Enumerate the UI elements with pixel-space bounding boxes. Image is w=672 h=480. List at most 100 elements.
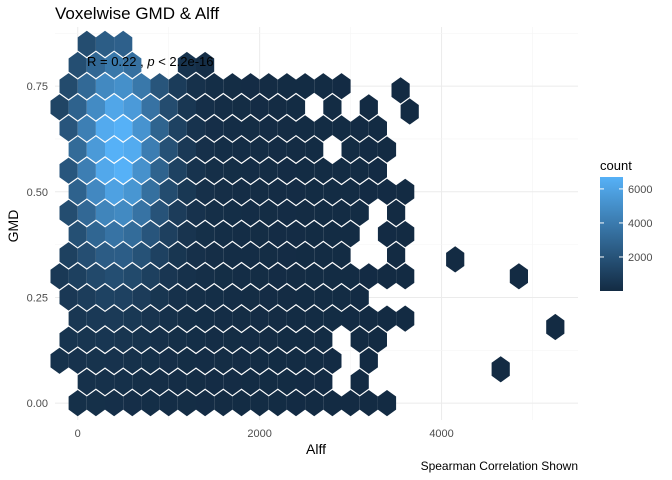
hex-bin — [186, 368, 206, 396]
hex-bin — [132, 73, 151, 100]
hex-bin — [95, 30, 115, 57]
color-legend: count 2000 4000 6000 — [600, 158, 652, 291]
hex-bin — [296, 199, 315, 226]
hex-bin — [250, 305, 269, 332]
x-tick-label: 4000 — [429, 428, 453, 440]
hex-bin — [305, 347, 324, 374]
y-axis-title: GMD — [5, 210, 21, 243]
hex-bin — [205, 368, 224, 396]
hex-bin — [296, 368, 315, 396]
hex-bin — [114, 199, 133, 226]
x-tick-label: 0 — [75, 428, 81, 440]
hex-bin — [123, 263, 142, 290]
hex-bin — [168, 199, 187, 226]
hex-bin — [123, 94, 142, 121]
hex-bin — [314, 115, 333, 142]
hex-bin — [141, 94, 160, 121]
hex-bin — [141, 221, 160, 248]
hex-bin — [86, 347, 105, 374]
hex-bin — [232, 178, 251, 205]
hex-bin — [77, 115, 96, 142]
hex-bin — [186, 199, 206, 226]
hex-bin — [387, 199, 406, 226]
hex-bin — [241, 115, 260, 142]
hex-bin — [396, 178, 415, 205]
hex-bin — [59, 157, 78, 184]
hex-bin — [250, 347, 269, 374]
hex-bin-outlier — [491, 356, 510, 383]
hex-bin — [114, 30, 133, 57]
hex-bin — [214, 136, 233, 163]
hex-bin — [86, 178, 105, 205]
hex-bin — [186, 115, 206, 142]
annotation-prefix: R = 0.22 , — [87, 54, 147, 69]
hex-bin — [377, 390, 397, 417]
hex-bin — [259, 73, 278, 100]
y-tick-label: 0.00 — [27, 398, 48, 410]
annotation-suffix: < 2.2e-16 — [155, 54, 214, 69]
hex-bin — [196, 263, 215, 290]
hex-bin — [205, 115, 224, 142]
hex-bin — [177, 178, 196, 205]
hex-bin — [59, 284, 78, 311]
hex-bin — [95, 73, 115, 100]
hex-bin — [286, 94, 306, 121]
hex-bin — [323, 94, 342, 121]
hex-bin — [223, 242, 242, 269]
hex-bin — [77, 284, 96, 311]
hex-bin — [305, 305, 324, 332]
hex-bin — [196, 136, 215, 163]
hex-bin-outlier — [391, 77, 410, 104]
hex-bin — [232, 263, 251, 290]
hex-bin — [250, 263, 269, 290]
hex-bin — [323, 221, 342, 248]
hex-bin — [341, 178, 360, 205]
hex-bin — [177, 347, 196, 374]
hex-bin — [68, 221, 87, 248]
hex-bin — [114, 326, 133, 353]
hex-bin — [77, 73, 96, 100]
hex-bin — [59, 242, 78, 269]
hex-bin — [223, 368, 242, 396]
hex-bin — [305, 390, 324, 417]
hex-bin — [114, 284, 133, 311]
hex-bin — [350, 157, 369, 184]
hex-bin — [214, 263, 233, 290]
hex-bin — [105, 178, 124, 205]
hex-bin — [250, 94, 269, 121]
hex-bin — [196, 305, 215, 332]
hex-bin — [332, 115, 351, 142]
x-axis-ticks: 0 2000 4000 — [75, 428, 454, 440]
hex-bin — [205, 242, 224, 269]
hex-bin — [123, 136, 142, 163]
caption: Spearman Correlation Shown — [421, 459, 578, 473]
hex-bin — [286, 347, 306, 374]
hex-bin — [114, 157, 133, 184]
hex-bin — [95, 115, 115, 142]
hex-bin — [250, 136, 269, 163]
hex-bin — [141, 390, 160, 417]
hex-bin — [305, 221, 324, 248]
hex-bin — [105, 263, 124, 290]
hex-bin — [332, 199, 351, 226]
hex-bin — [314, 73, 333, 100]
hex-bin — [186, 157, 206, 184]
hex-bin — [59, 199, 78, 226]
hex-bin — [305, 263, 324, 290]
hex-bin — [377, 136, 397, 163]
hex-bin — [396, 263, 415, 290]
hex-bin — [359, 136, 378, 163]
hex-bin — [132, 368, 151, 396]
hex-bin — [232, 390, 251, 417]
hex-bin — [68, 263, 87, 290]
hex-bin — [105, 221, 124, 248]
hex-bin — [68, 305, 87, 332]
hex-bin — [150, 326, 169, 353]
hex-bin — [168, 326, 187, 353]
hex-bin — [86, 136, 105, 163]
hex-bin — [59, 115, 78, 142]
hex-bin — [241, 326, 260, 353]
hex-bin — [305, 178, 324, 205]
hex-bin-outlier — [546, 313, 565, 341]
hex-bin — [114, 368, 133, 396]
